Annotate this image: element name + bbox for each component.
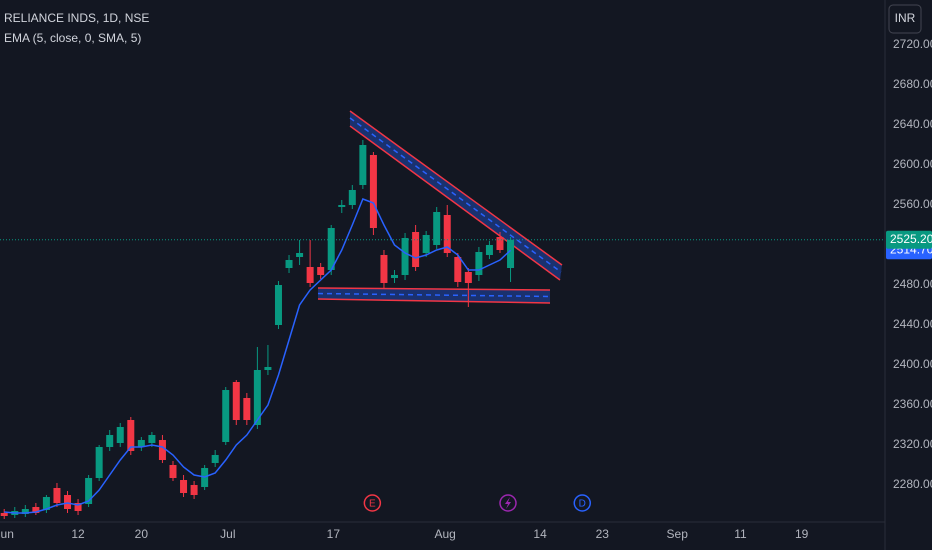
y-tick-label: 2280.00 [893,477,932,491]
y-tick-label: 2360.00 [893,397,932,411]
candle-body [137,440,145,447]
candle-body [74,503,82,511]
candle-body [412,232,420,267]
event-label: D [579,499,586,510]
candle-body [264,367,272,370]
candle-body [190,485,198,495]
candle-body [243,398,251,420]
candle-body [211,455,219,463]
candle-body [42,497,50,510]
y-tick-label: 2680.00 [893,77,932,91]
candle-body [158,440,166,460]
indicator-legend: EMA (5, close, 0, SMA, 5) [4,31,141,45]
x-tick-label: 20 [135,527,149,541]
y-tick-label: 2640.00 [893,117,932,131]
x-tick-label: Jun [0,527,14,541]
event-label: E [369,499,376,510]
ema-line [4,198,512,514]
x-tick-label: 19 [795,527,809,541]
y-tick-label: 2560.00 [893,197,932,211]
x-tick-label: 17 [327,527,341,541]
candle-body [85,478,93,504]
event-icon [573,494,592,512]
candle-body [380,255,388,283]
y-tick-label: 2720.00 [893,37,932,51]
candle-body [317,267,325,275]
channel-fill [350,111,562,280]
candle-body [464,272,472,283]
candle-body [454,257,462,282]
candle-body [21,509,29,514]
candle-body [148,435,156,443]
y-tick-label: 2400.00 [893,357,932,371]
candle-body [64,495,72,509]
candle-body [296,253,304,257]
pattern [317,110,563,304]
candle-body [369,155,377,228]
candle-body [401,238,409,275]
candle-body [95,447,103,478]
candle-body [443,215,451,253]
x-tick-label: 23 [596,527,610,541]
candle-body [327,228,335,270]
candle-body [169,465,177,478]
trendline-mid [349,117,562,273]
y-tick-label: 2480.00 [893,277,932,291]
currency-button[interactable] [888,4,922,34]
last-price-label: 2525.20 [890,232,932,246]
y-tick-label: 2440.00 [893,317,932,331]
candle-body [180,480,188,493]
currency-label: INR [895,11,916,25]
candle-body [306,267,314,283]
dividend-icon [499,494,517,512]
last-price-box [886,230,932,249]
y-tick-label: 2320.00 [893,437,932,451]
x-tick-label: Sep [667,527,689,541]
candle-body [507,239,515,268]
candle-body [359,145,367,185]
candle-body [0,513,8,516]
candle-body [338,205,346,207]
event-icon [499,494,517,512]
candle-body [53,488,61,503]
candle-body [475,252,483,275]
y-tick-label: 2600.00 [893,157,932,171]
x-tick-label: Aug [434,527,455,541]
candle-body [106,435,114,447]
candle-body [285,260,293,268]
candle-body [222,390,230,442]
candle-body [253,370,261,425]
candle-body [485,245,493,255]
candle-body [348,190,356,205]
event-glyph [505,497,511,509]
candle-body [391,275,399,278]
candle-body [496,237,504,250]
candle-body [274,285,282,325]
candle-body [433,212,441,245]
x-tick-label: Jul [220,527,235,541]
trendline [349,125,561,281]
x-tick-label: 14 [533,527,547,541]
candle-body [127,420,135,451]
x-tick-label: 11 [734,527,747,541]
trendline [317,298,551,304]
trendline-mid [317,292,551,298]
candle-body [232,382,240,420]
candle-body [116,427,124,443]
chart-title: RELIANCE INDS, 1D, NSE [4,11,149,25]
candle-body [32,507,40,513]
event-icon [363,494,382,512]
x-tick-label: 12 [71,527,85,541]
trendline [317,287,551,291]
candle-body [422,235,430,253]
trendline [349,110,563,266]
